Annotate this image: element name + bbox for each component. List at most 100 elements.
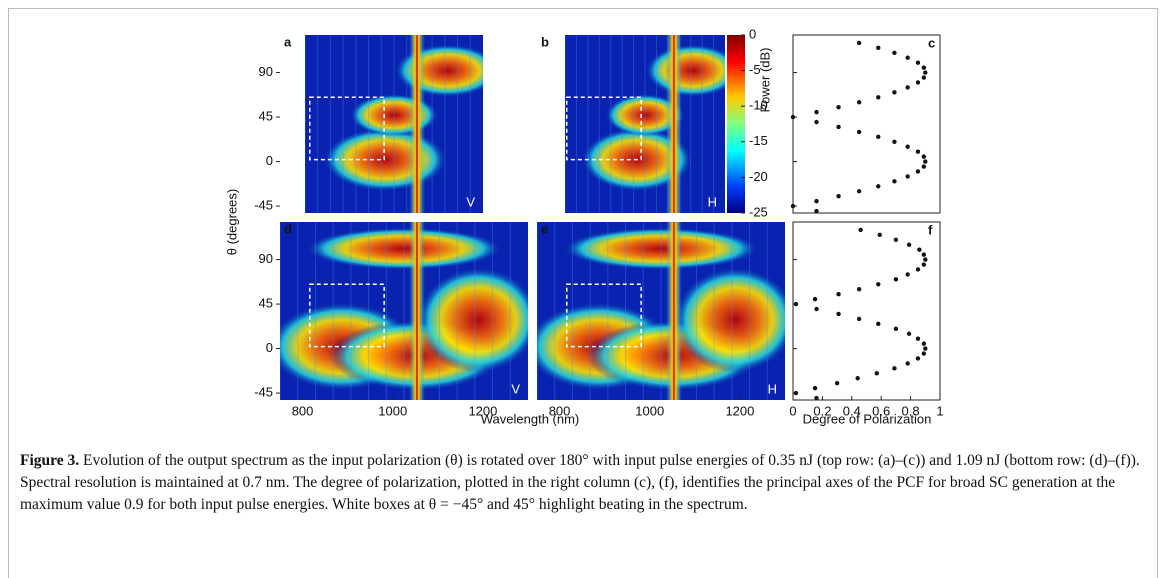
colorbar-tick-label: -15 (749, 133, 768, 148)
dop-frame (792, 34, 941, 214)
beating-box (566, 283, 642, 348)
x-tick-label: 1200 (468, 403, 497, 418)
dop-point (906, 242, 912, 247)
dop-point (923, 346, 928, 351)
y-tick-label: -45 (254, 198, 273, 213)
dop-point (921, 262, 927, 267)
dop-point (814, 395, 819, 401)
spectral-feature (304, 227, 504, 271)
dop-point (915, 149, 921, 154)
panel-label: e (541, 221, 548, 236)
dop-point (814, 208, 819, 214)
spectrogram (305, 35, 483, 213)
pump-streak (665, 35, 682, 213)
dop-point (836, 104, 841, 110)
dop-point (892, 179, 897, 184)
dop-point (814, 198, 819, 204)
dop-point (921, 75, 927, 80)
dop-point (917, 247, 922, 252)
colorbar-label: Power (dB) (757, 47, 772, 112)
figure: θ (degrees) Wavelength (nm) Degree of Po… (224, 26, 943, 426)
pump-streak (408, 35, 425, 213)
pump-streak (665, 222, 682, 400)
dop-point (814, 109, 819, 115)
theta-axis-label: θ (degrees) (224, 189, 239, 255)
spectral-feature (322, 127, 448, 192)
polarization-tag: H (708, 194, 717, 209)
colorbar (727, 35, 745, 213)
dop-point (876, 321, 881, 327)
figure-frame (8, 8, 1158, 578)
dop-point (876, 45, 881, 51)
caption-label: Figure 3. (20, 452, 80, 469)
dop-point (812, 296, 818, 302)
dop-point (836, 311, 841, 317)
dop-point (814, 306, 819, 312)
dop-point (905, 85, 910, 90)
dop-point (856, 40, 862, 46)
y-tick-label: 0 (266, 153, 273, 168)
x-tick-label: 1000 (635, 403, 664, 418)
dop-point (874, 371, 879, 376)
y-tick-label: 90 (259, 64, 273, 79)
spectral-feature (605, 93, 685, 137)
spectral-feature (645, 43, 725, 98)
dop-point (893, 237, 899, 242)
dop-point (855, 376, 860, 381)
dop-point (905, 55, 910, 60)
y-tick-label: 90 (259, 251, 273, 266)
beating-box (309, 283, 385, 348)
dop-point (876, 184, 881, 189)
caption: Figure 3. Evolution of the output spectr… (20, 450, 1150, 516)
panel-label: c (928, 35, 935, 50)
colorbar-tick-label: -5 (749, 62, 761, 77)
dop-point (814, 119, 819, 125)
dop-point (856, 129, 862, 135)
dop-point (812, 385, 818, 391)
panel-label: a (284, 34, 292, 49)
dop-point (923, 159, 928, 164)
caption-text: Evolution of the output spectrum as the … (20, 452, 1140, 513)
wavelength-axis-label: Wavelength (nm) (481, 411, 580, 426)
dop-point (856, 100, 862, 105)
dop-point (923, 70, 928, 75)
dop-point (915, 80, 921, 85)
dop-point (892, 366, 897, 371)
pump-streak (408, 222, 425, 400)
spectrogram (565, 35, 725, 213)
panel-label: f (928, 222, 933, 237)
polarization-tag: V (466, 194, 475, 209)
dop-point (921, 65, 927, 70)
x-tick-label: 800 (549, 403, 571, 418)
dop-point (856, 316, 862, 322)
spectrogram (280, 222, 528, 400)
dop-point (921, 252, 927, 257)
dop-point (836, 193, 841, 199)
dop-point (905, 144, 910, 149)
y-tick-label: 45 (259, 109, 273, 124)
dop-point (915, 169, 921, 174)
polarization-tag: V (511, 381, 520, 396)
dop-point (856, 287, 862, 292)
dop-point (893, 277, 899, 282)
spectral-feature (673, 266, 785, 374)
panel-label: b (541, 34, 549, 49)
dop-point (876, 134, 881, 140)
colorbar-tick-label: 0 (749, 26, 756, 41)
y-tick-label: -45 (254, 385, 273, 400)
x-tick-label: 1200 (725, 403, 754, 418)
x-tick-label: 0.8 (902, 403, 920, 418)
dop-point (906, 331, 912, 336)
y-tick-label: 45 (259, 296, 273, 311)
dop-axis-label: Degree of Polarization (803, 411, 932, 426)
x-tick-label: 0.4 (843, 403, 861, 418)
y-tick-label: 0 (266, 340, 273, 355)
dop-point (915, 267, 921, 272)
colorbar-tick-label: -20 (749, 169, 768, 184)
x-tick-label: 0.6 (872, 403, 890, 418)
dop-point (834, 380, 840, 386)
spectrogram (537, 222, 785, 400)
spectral-feature (561, 227, 761, 271)
dop-point (876, 282, 881, 287)
